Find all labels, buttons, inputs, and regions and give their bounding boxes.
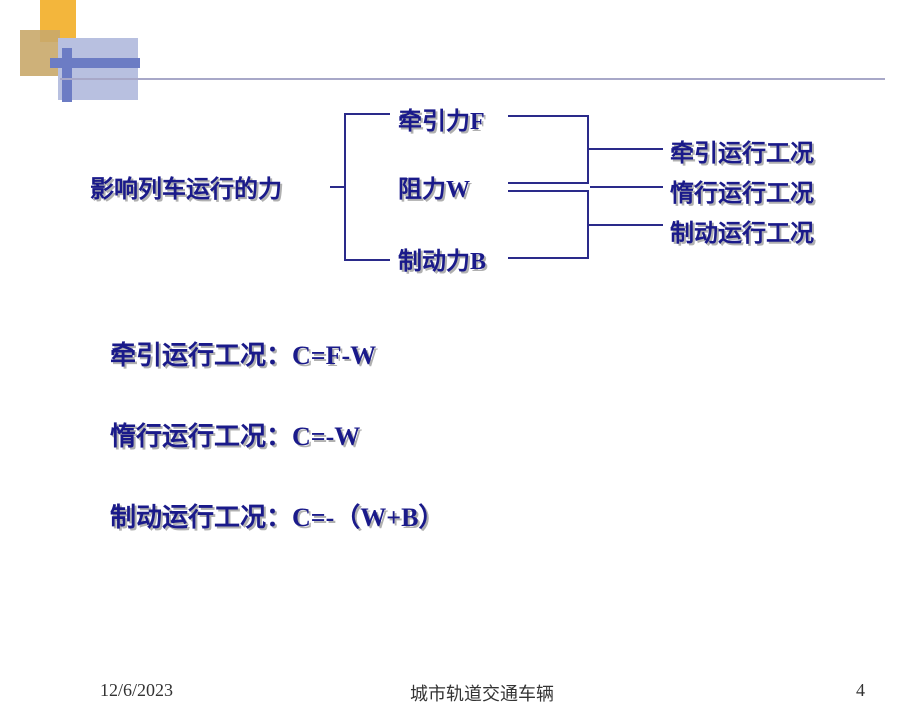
footer-date: 12/6/2023 <box>100 680 173 701</box>
equation-traction: 牵引运行工况：C=F-W 牵引运行工况：C=F-W <box>110 335 444 372</box>
equations-block: 牵引运行工况：C=F-W 牵引运行工况：C=F-W 惰行运行工况：C=-W 惰行… <box>110 335 444 578</box>
diagram-root: 影响列车运行的力 影响列车运行的力 <box>90 169 282 204</box>
bracket-left <box>344 113 390 261</box>
equation-coasting: 惰行运行工况：C=-W 惰行运行工况：C=-W <box>110 416 444 453</box>
corner-decoration <box>0 0 180 110</box>
condition-traction: 牵引运行工况 牵引运行工况 <box>670 133 814 168</box>
footer-page-number: 4 <box>856 680 865 701</box>
force-diagram: 影响列车运行的力 影响列车运行的力 牵引力F 牵引力F 阻力W 阻力W 制动力B… <box>90 95 870 275</box>
condition-braking: 制动运行工况 制动运行工况 <box>670 213 814 248</box>
bracket-right <box>508 113 668 261</box>
equation-braking: 制动运行工况：C=-（W+B） 制动运行工况：C=-（W+B） <box>110 497 444 534</box>
footer-title: 城市轨道交通车辆 <box>410 680 554 706</box>
force-resistance: 阻力W 阻力W <box>398 169 470 204</box>
condition-coasting: 惰行运行工况 惰行运行工况 <box>670 173 814 208</box>
horizontal-rule <box>60 78 885 80</box>
force-traction: 牵引力F 牵引力F <box>398 101 485 136</box>
force-braking: 制动力B 制动力B <box>398 241 486 276</box>
